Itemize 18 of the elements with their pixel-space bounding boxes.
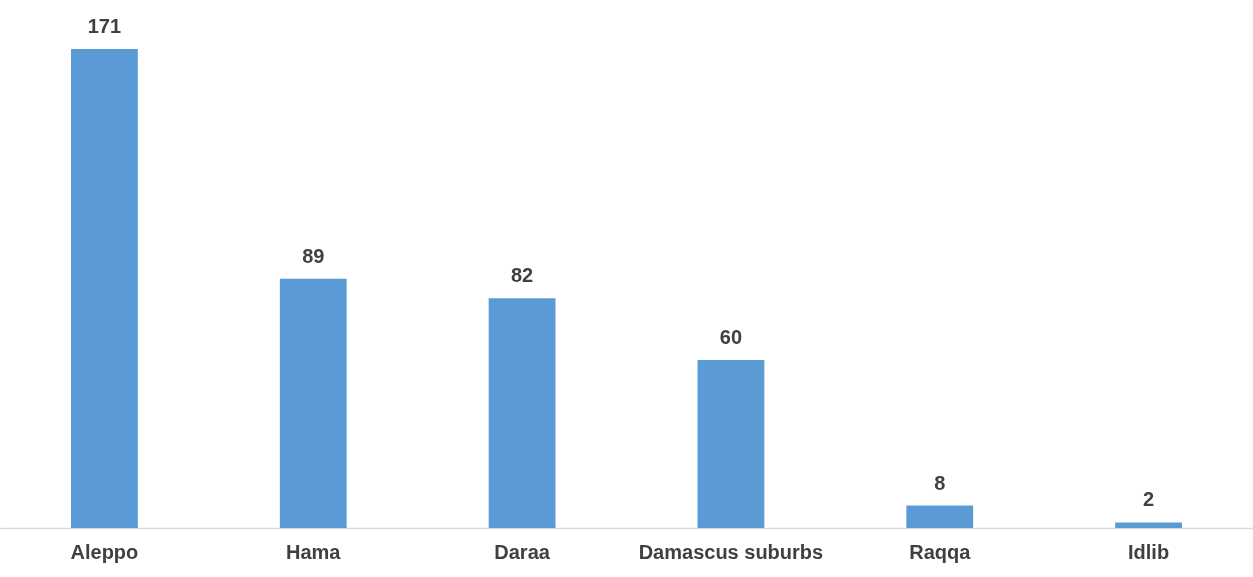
bar [279, 278, 347, 528]
x-tick-label: Aleppo [70, 540, 139, 563]
data-label: 89 [302, 244, 325, 267]
bar [697, 359, 765, 528]
data-label: 60 [719, 325, 743, 348]
x-tick-label: Daraa [494, 540, 551, 563]
x-tick-label: Raqqa [909, 540, 972, 563]
x-tick-label: Idlib [1128, 540, 1170, 563]
x-tick-label: Damascus suburbs [638, 540, 824, 563]
bar [906, 505, 974, 528]
data-label: 8 [934, 471, 946, 494]
bar [71, 49, 138, 528]
bar [488, 298, 556, 528]
data-label: 2 [1143, 488, 1155, 511]
x-tick-label: Hama [286, 540, 342, 563]
bar [1115, 522, 1182, 528]
data-label: 82 [510, 264, 534, 287]
data-label: 171 [87, 15, 122, 37]
